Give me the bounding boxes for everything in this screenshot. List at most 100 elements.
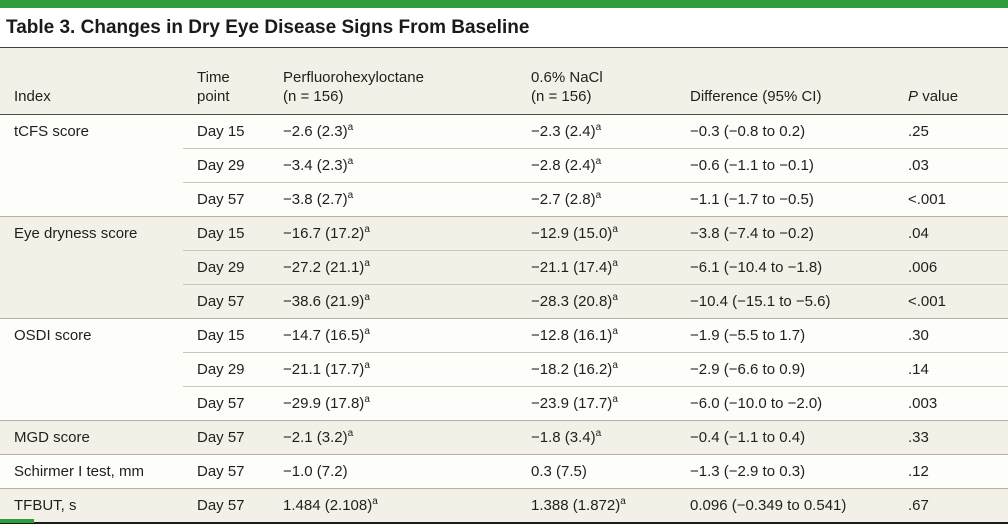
- nacl-cell: −28.3 (20.8)a: [517, 284, 676, 319]
- dry-eye-signs-table: Index Time point Perfluorohexyloctane (n…: [0, 47, 1008, 524]
- header-time-line2: point: [197, 88, 230, 105]
- time-point-cell: Day 57: [183, 182, 269, 217]
- difference-cell: −0.3 (−0.8 to 0.2): [676, 114, 894, 149]
- footnote-a-marker: a: [595, 155, 602, 167]
- footnote-a-marker: a: [612, 257, 618, 269]
- header-p-italic: P: [908, 88, 919, 105]
- p-value-cell: .25: [894, 114, 1008, 149]
- nacl-cell: −2.3 (2.4)a: [517, 114, 676, 149]
- nacl-cell: −2.7 (2.8)a: [517, 182, 676, 217]
- table-row: tCFS score Day 15 −2.6 (2.3)a −2.3 (2.4)a −0…: [0, 114, 1008, 149]
- table-title: Table 3. Changes in Dry Eye Disease Sign…: [6, 17, 530, 38]
- footnote-a-marker: a: [372, 495, 378, 507]
- index-cell: [0, 148, 183, 183]
- nacl-cell: −21.1 (17.4)a: [517, 250, 676, 285]
- difference-cell: −1.9 (−5.5 to 1.7): [676, 318, 894, 353]
- difference-cell: −0.4 (−1.1 to 0.4): [676, 420, 894, 455]
- header-row: Index Time point Perfluorohexyloctane (n…: [0, 47, 1008, 115]
- p-value-cell: <.001: [894, 182, 1008, 217]
- accent-bar: [0, 0, 1008, 8]
- footnote-a-marker: a: [364, 393, 370, 405]
- header-nacl-line2: (n = 156): [531, 88, 592, 105]
- time-point-cell: Day 15: [183, 318, 269, 353]
- p-value-cell: .33: [894, 420, 1008, 455]
- perfluorohexyloctane-cell: −21.1 (17.7)a: [269, 352, 517, 387]
- footnote-a-marker: a: [612, 291, 618, 303]
- difference-cell: −6.0 (−10.0 to −2.0): [676, 386, 894, 421]
- table-row: Schirmer I test, mm Day 57 −1.0 (7.2) 0.3 (…: [0, 454, 1008, 489]
- footnote-a-marker: a: [612, 393, 618, 405]
- header-index-label: Index: [14, 88, 51, 105]
- footnote-a-marker: a: [595, 121, 602, 133]
- time-point-cell: Day 29: [183, 250, 269, 285]
- perfluorohexyloctane-cell: −3.4 (2.3)a: [269, 148, 517, 183]
- footnote-a-marker: a: [347, 155, 354, 167]
- nacl-cell: 1.388 (1.872)a: [517, 488, 676, 523]
- table-row: Day 29 −3.4 (2.3)a −2.8 (2.4)a −0.6 (−1.1 t…: [0, 148, 1008, 183]
- index-cell: TFBUT, s: [0, 488, 183, 523]
- header-drug-line2: (n = 156): [283, 88, 344, 105]
- difference-cell: −3.8 (−7.4 to −0.2): [676, 216, 894, 251]
- index-cell: [0, 250, 183, 285]
- index-cell: [0, 182, 183, 217]
- index-cell: [0, 352, 183, 387]
- table-row: MGD score Day 57 −2.1 (3.2)a −1.8 (3.4)a −0.…: [0, 420, 1008, 455]
- p-value-cell: .67: [894, 488, 1008, 523]
- table-row: OSDI score Day 15 −14.7 (16.5)a −12.8 (16.1…: [0, 318, 1008, 353]
- p-value-cell: .12: [894, 454, 1008, 489]
- p-value-cell: .03: [894, 148, 1008, 183]
- index-cell: Schirmer I test, mm: [0, 454, 183, 489]
- p-value-cell: .006: [894, 250, 1008, 285]
- footnote-a-marker: a: [347, 189, 354, 201]
- difference-cell: −1.1 (−1.7 to −0.5): [676, 182, 894, 217]
- perfluorohexyloctane-cell: −2.6 (2.3)a: [269, 114, 517, 149]
- footnote-a-marker: a: [364, 257, 370, 269]
- time-point-cell: Day 57: [183, 454, 269, 489]
- footnote-a-marker: a: [364, 223, 370, 235]
- perfluorohexyloctane-cell: −27.2 (21.1)a: [269, 250, 517, 285]
- perfluorohexyloctane-cell: −2.1 (3.2)a: [269, 420, 517, 455]
- table-row: Day 29 −27.2 (21.1)a −21.1 (17.4)a −6.1 (−1…: [0, 250, 1008, 285]
- nacl-cell: −18.2 (16.2)a: [517, 352, 676, 387]
- footnote-a-marker: a: [595, 189, 602, 201]
- header-difference: Difference (95% CI): [676, 47, 894, 115]
- time-point-cell: Day 29: [183, 148, 269, 183]
- footnote-a-marker: a: [347, 427, 354, 439]
- footnote-a-marker: a: [612, 325, 618, 337]
- index-cell: Eye dryness score: [0, 216, 183, 251]
- table-row: TFBUT, s Day 57 1.484 (2.108)a 1.388 (1.872…: [0, 488, 1008, 523]
- footnote-a-marker: a: [364, 325, 370, 337]
- header-perfluorohexyloctane: Perfluorohexyloctane (n = 156): [269, 47, 517, 115]
- time-point-cell: Day 57: [183, 488, 269, 523]
- footnote-a-marker: a: [364, 291, 370, 303]
- table-body: tCFS score Day 15 −2.6 (2.3)a −2.3 (2.4)a −0…: [0, 114, 1008, 523]
- header-difference-label: Difference (95% CI): [690, 88, 822, 105]
- perfluorohexyloctane-cell: −38.6 (21.9)a: [269, 284, 517, 319]
- p-value-cell: <.001: [894, 284, 1008, 319]
- difference-cell: 0.096 (−0.349 to 0.541): [676, 488, 894, 523]
- footnote-a-marker: a: [612, 223, 618, 235]
- header-drug-line1: Perfluorohexyloctane: [283, 69, 424, 86]
- perfluorohexyloctane-cell: −16.7 (17.2)a: [269, 216, 517, 251]
- footnote-a-marker: a: [620, 495, 626, 507]
- table-row: Eye dryness score Day 15 −16.7 (17.2)a −12.…: [0, 216, 1008, 251]
- perfluorohexyloctane-cell: −3.8 (2.7)a: [269, 182, 517, 217]
- table-header: Index Time point Perfluorohexyloctane (n…: [0, 47, 1008, 115]
- index-cell: MGD score: [0, 420, 183, 455]
- nacl-cell: 0.3 (7.5): [517, 454, 676, 489]
- table-row: Day 57 −29.9 (17.8)a −23.9 (17.7)a −6.0 (−1…: [0, 386, 1008, 421]
- footnote-a-marker: a: [612, 359, 618, 371]
- perfluorohexyloctane-cell: −14.7 (16.5)a: [269, 318, 517, 353]
- difference-cell: −0.6 (−1.1 to −0.1): [676, 148, 894, 183]
- p-value-cell: .04: [894, 216, 1008, 251]
- perfluorohexyloctane-cell: −1.0 (7.2): [269, 454, 517, 489]
- footnote-a-marker: a: [364, 359, 370, 371]
- index-cell: [0, 386, 183, 421]
- difference-cell: −10.4 (−15.1 to −5.6): [676, 284, 894, 319]
- header-p-rest: value: [922, 88, 959, 105]
- perfluorohexyloctane-cell: 1.484 (2.108)a: [269, 488, 517, 523]
- time-point-cell: Day 29: [183, 352, 269, 387]
- time-point-cell: Day 57: [183, 420, 269, 455]
- time-point-cell: Day 57: [183, 386, 269, 421]
- time-point-cell: Day 15: [183, 114, 269, 149]
